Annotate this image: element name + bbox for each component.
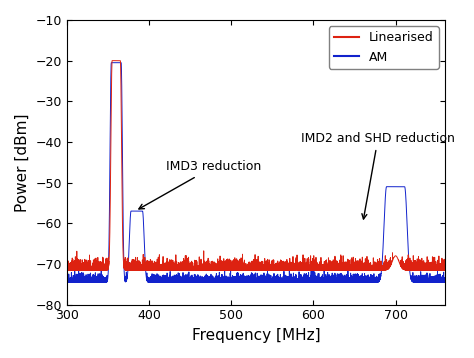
Y-axis label: Power [dBm]: Power [dBm] <box>15 113 30 212</box>
AM <box>83 278 89 282</box>
Linearised <box>288 263 293 267</box>
Linearised <box>365 268 370 272</box>
Linearised <box>442 258 448 262</box>
Linearised <box>83 268 89 272</box>
Line: AM: AM <box>67 63 445 282</box>
AM <box>442 278 448 282</box>
AM <box>344 280 350 284</box>
Linearised <box>64 265 70 270</box>
AM <box>109 61 114 65</box>
Text: IMD2 and SHD reduction: IMD2 and SHD reduction <box>301 132 455 219</box>
Linearised <box>109 58 115 63</box>
AM <box>64 280 70 284</box>
Linearised <box>201 268 207 272</box>
Linearised <box>64 268 70 272</box>
AM <box>201 280 207 284</box>
Linearised <box>345 267 350 272</box>
Text: IMD3 reduction: IMD3 reduction <box>139 160 261 209</box>
AM <box>365 280 370 284</box>
AM <box>304 280 310 284</box>
AM <box>288 280 293 284</box>
Legend: Linearised, AM: Linearised, AM <box>329 26 438 68</box>
Linearised <box>304 263 310 267</box>
Line: Linearised: Linearised <box>67 61 445 270</box>
X-axis label: Frequency [MHz]: Frequency [MHz] <box>191 328 320 343</box>
